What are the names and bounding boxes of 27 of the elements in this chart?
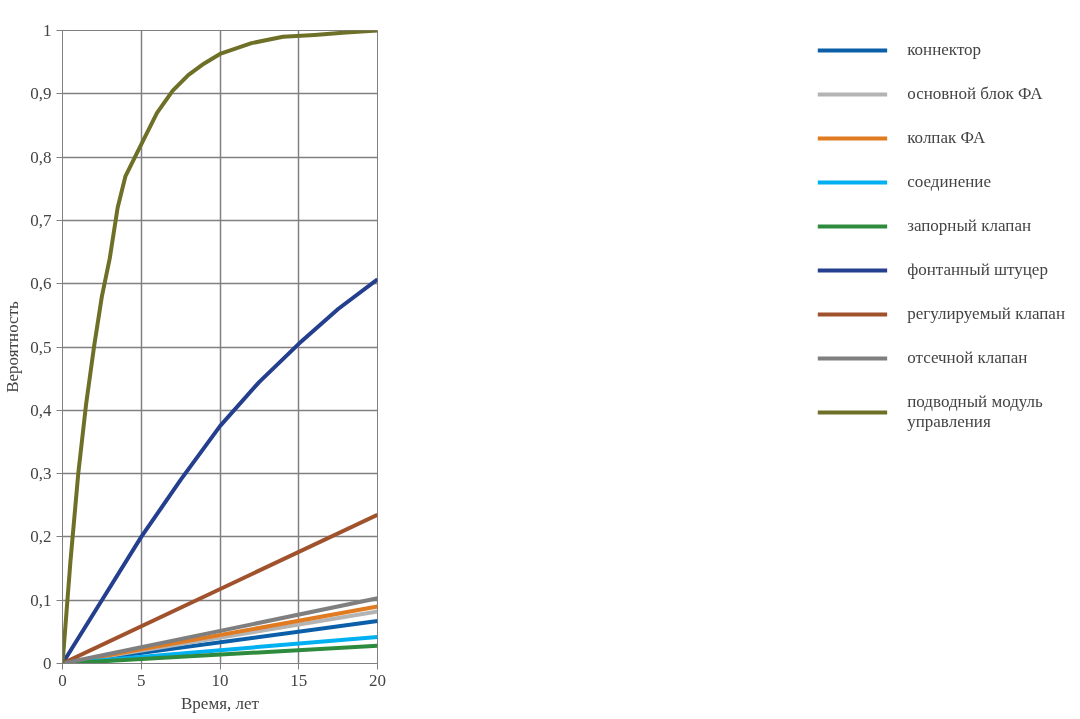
y-tick-label: 0,4 <box>30 400 52 420</box>
y-tick-label: 0,1 <box>30 590 52 610</box>
legend-label: регулируемый клапан <box>907 304 1065 324</box>
x-tick-label: 10 <box>211 670 229 690</box>
legend-label: основной блок ФА <box>907 84 1043 104</box>
y-tick-label: 0,3 <box>30 464 52 484</box>
legend-label: коннектор <box>907 40 982 60</box>
x-tick-label: 20 <box>369 670 386 690</box>
legend-label: подводный модуль управления <box>907 392 1043 432</box>
legend-label: колпак ФА <box>907 128 986 148</box>
y-tick-label: 0,9 <box>30 84 52 104</box>
legend-label: фонтанный штуцер <box>907 260 1048 280</box>
x-tick-label: 0 <box>58 670 67 690</box>
y-tick-label: 0 <box>43 654 52 673</box>
y-tick-label: 0,7 <box>30 210 52 230</box>
y-tick-label: 0,6 <box>30 274 52 294</box>
y-tick-label: 0,5 <box>30 337 52 357</box>
y-tick-label: 0,2 <box>30 527 52 547</box>
legend-label: соединение <box>907 172 991 192</box>
x-tick-label: 5 <box>137 670 146 690</box>
legend-label: отсечной клапан <box>907 348 1028 368</box>
x-axis-title: Время, лет <box>181 693 260 713</box>
y-axis-title: Вероятность <box>3 300 23 393</box>
legend-label: запорный клапан <box>907 216 1032 236</box>
y-tick-label: 0,8 <box>30 147 52 167</box>
x-tick-label: 15 <box>290 670 308 690</box>
y-tick-label: 1 <box>43 21 52 40</box>
